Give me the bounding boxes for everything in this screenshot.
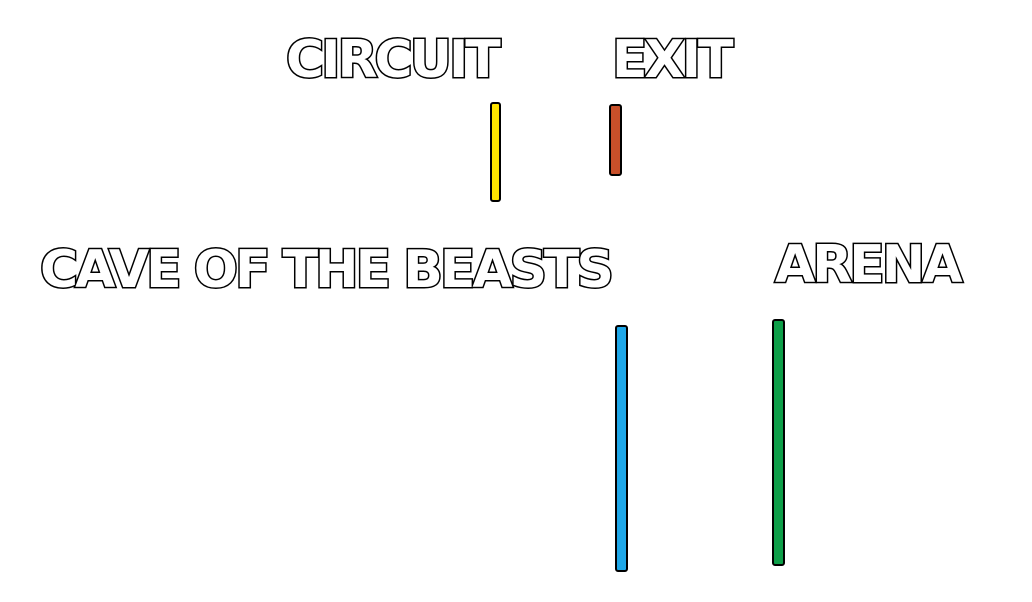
circuit-marker[interactable]: [490, 102, 501, 202]
arena-label: ARENA: [774, 235, 965, 295]
cave-of-the-beasts-label: CAVE OF THE BEASTS: [39, 240, 616, 300]
exit-label: EXIT: [610, 30, 734, 90]
circuit-label: CIRCUIT: [285, 30, 503, 90]
exit-marker[interactable]: [609, 104, 622, 176]
cave-of-the-beasts-marker[interactable]: [615, 325, 628, 572]
arena-marker[interactable]: [772, 319, 785, 566]
